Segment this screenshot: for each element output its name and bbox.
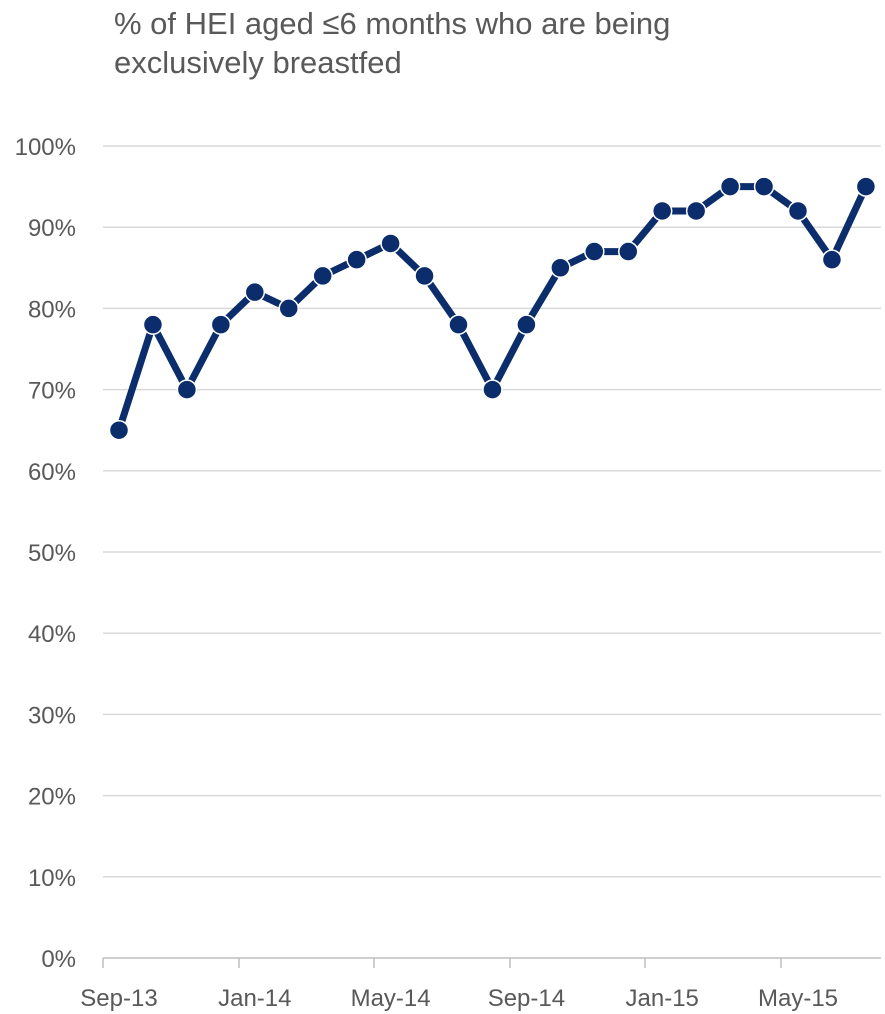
x-tick-label: Jan-15 [626,985,699,1012]
data-point [312,265,333,287]
y-tick-label: 30% [28,702,76,729]
y-tick-label: 20% [28,784,76,811]
data-point [414,265,435,287]
x-tick-label: Sep-13 [80,985,157,1012]
y-tick-label: 80% [28,296,76,323]
y-tick-label: 10% [28,865,76,892]
data-point [176,379,198,400]
x-axis: Sep-13 Jan-14 May-14 Sep-14 Jan-15 May-15 [80,957,881,1012]
data-point [787,200,809,222]
data-point [719,176,741,197]
y-tick-label: 50% [28,540,76,567]
data-point [618,241,639,262]
data-point [584,241,605,262]
data-point [550,257,571,279]
data-point [278,298,299,319]
y-tick-label: 0% [41,946,76,973]
series-markers [108,176,877,441]
data-point [516,314,537,335]
data-point [753,176,775,197]
y-axis: 0% 10% 20% 30% 40% 50% 60% 70% 80% 90% 100% [15,134,76,973]
data-point [855,176,877,197]
x-tick-label: May-14 [351,985,431,1012]
y-tick-label: 70% [28,378,76,405]
data-point [380,233,401,254]
data-point [685,200,707,222]
x-tick-label: May-15 [758,985,838,1012]
data-point [244,281,266,303]
y-tick-label: 100% [15,134,76,161]
chart-title: % of HEI aged ≤6 months who are being ex… [114,4,874,82]
y-tick-label: 60% [28,459,76,486]
y-tick-label: 90% [28,215,76,242]
x-tick-label: Jan-14 [218,985,291,1012]
x-tick-label: Sep-14 [488,985,565,1012]
data-point [651,200,673,222]
grid-lines [103,145,881,878]
data-point [346,249,367,270]
data-point [821,249,843,270]
data-point [448,314,469,335]
data-point [210,314,232,335]
data-point [142,314,164,335]
data-point [482,379,503,400]
chart-title-line-1: % of HEI aged ≤6 months who are being [114,6,671,41]
data-point [108,419,130,441]
chart-title-line-2: exclusively breastfed [114,45,402,80]
y-tick-label: 40% [28,621,76,648]
